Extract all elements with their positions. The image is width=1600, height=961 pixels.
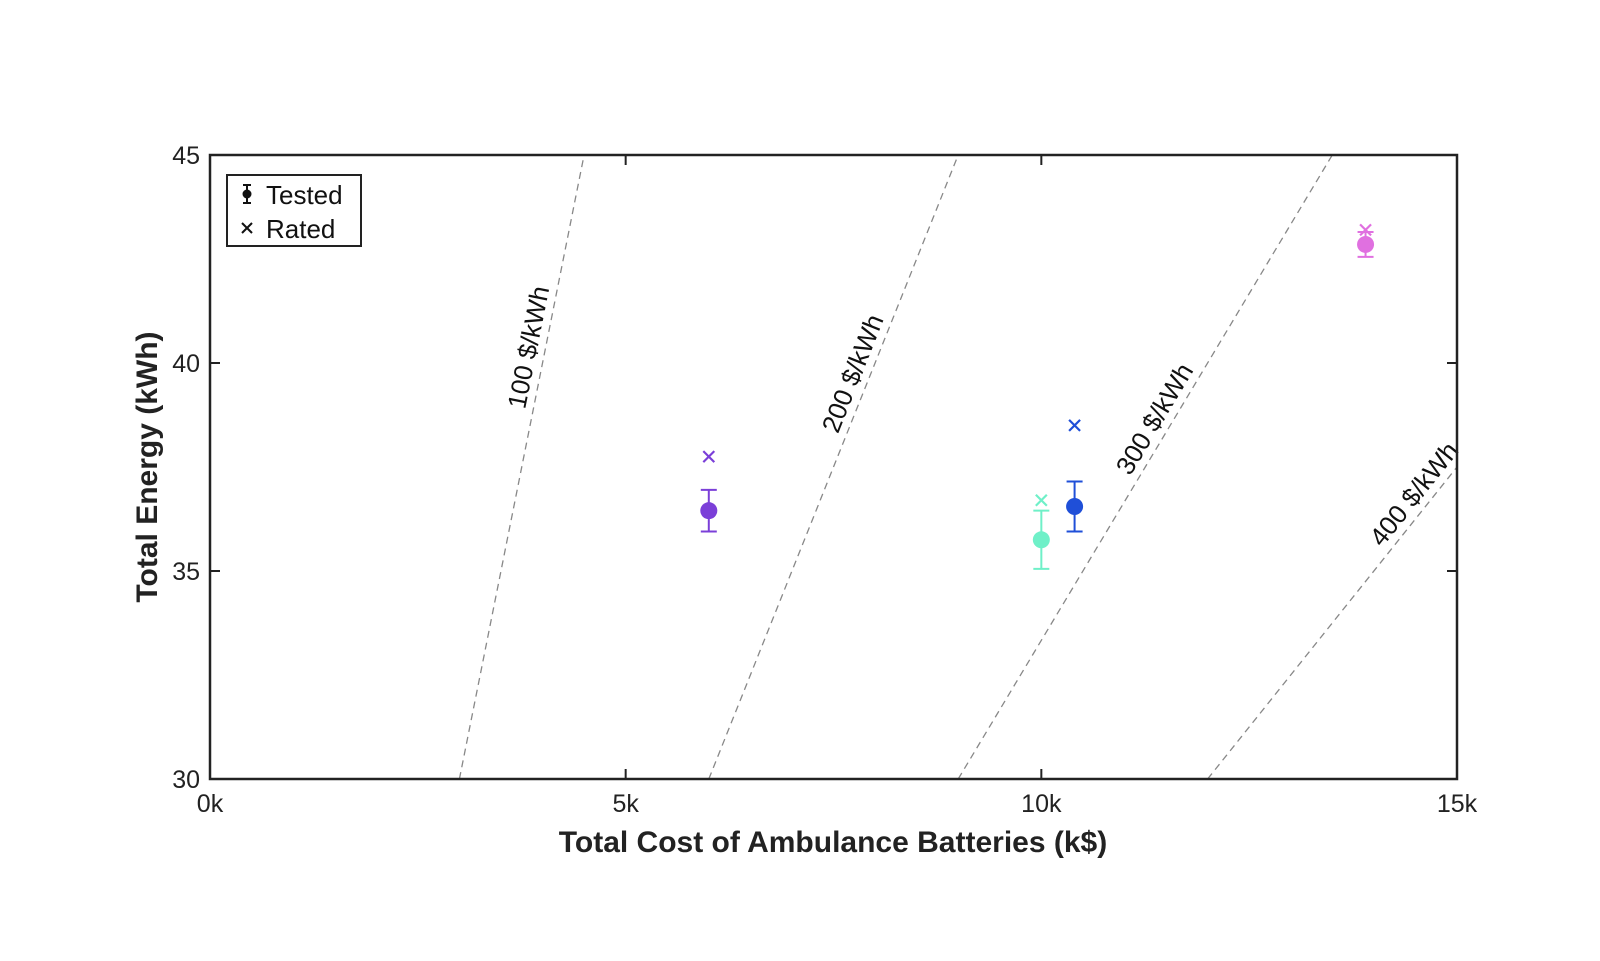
legend: Tested Rated [226, 174, 362, 247]
reference-line-label: 300 $/kWh [1110, 358, 1200, 480]
data-points [700, 223, 1375, 570]
tested-point [1066, 498, 1084, 516]
plot-frame [208, 153, 1459, 781]
legend-tested-label: Tested [266, 180, 343, 210]
y-axis-title: Total Energy (kWh) [131, 331, 164, 602]
reference-line-label: 400 $/kWh [1363, 436, 1464, 552]
y-tick-label: 30 [172, 766, 200, 794]
y-tick-label: 45 [172, 142, 200, 170]
axis-ticks: 0k 5k 10k 15k 30 35 40 45 [172, 142, 1477, 818]
tested-point [1032, 531, 1050, 549]
x-tick-label: 0k [197, 790, 224, 818]
reference-line [458, 155, 585, 779]
reference-line [957, 155, 1333, 779]
data-point-group [1032, 494, 1050, 570]
x-tick-label: 10k [1021, 790, 1062, 818]
reference-line [1207, 465, 1457, 779]
legend-box [226, 174, 362, 247]
reference-line-label: 100 $/kWh [501, 283, 555, 411]
x-tick-label: 5k [612, 790, 639, 818]
reference-lines [458, 155, 1457, 779]
reference-line [708, 155, 959, 779]
y-tick-label: 40 [172, 350, 200, 378]
legend-rated-marker [241, 222, 253, 234]
rated-point-stroke [1068, 419, 1081, 432]
data-point-group [1357, 223, 1375, 258]
tested-point [700, 502, 718, 520]
legend-rated-label: Rated [266, 214, 335, 244]
rated-point-stroke [702, 450, 716, 463]
x-tick-label: 15k [1437, 790, 1478, 818]
rated-point-stroke [1359, 223, 1372, 237]
tested-point [1357, 235, 1375, 253]
data-point-group [700, 450, 718, 533]
legend-tested-marker [242, 184, 252, 204]
x-axis-title: Total Cost of Ambulance Batteries (k$) [559, 826, 1107, 859]
rated-point-stroke [1035, 494, 1048, 507]
y-tick-label: 35 [172, 558, 200, 586]
data-point-group [1066, 419, 1084, 533]
